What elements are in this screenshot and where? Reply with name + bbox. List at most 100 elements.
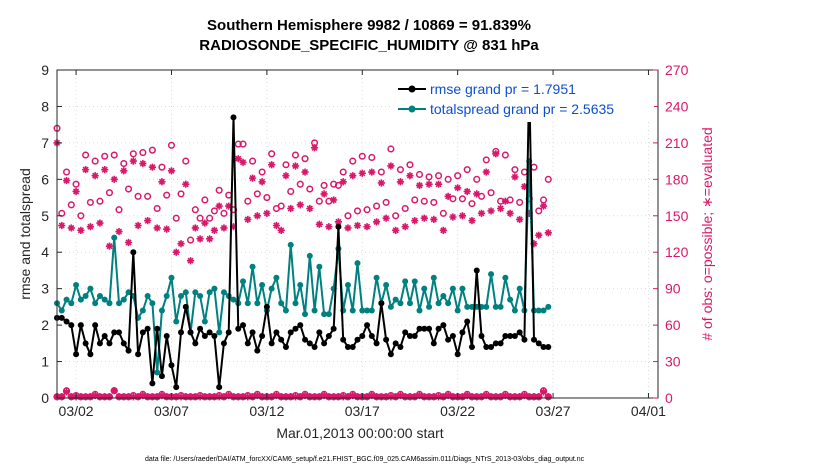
low-evaluated-count-point (144, 393, 152, 401)
evaluated-count-point (96, 219, 104, 227)
low-evaluated-count-point (368, 391, 376, 400)
evaluated-count-point (430, 215, 438, 224)
evaluated-count-point (501, 197, 509, 205)
rmse-point (96, 340, 103, 347)
rmse-point (368, 333, 375, 340)
y-tick-label: 9 (41, 62, 49, 78)
possible-count-point (105, 189, 114, 197)
rmse-point (244, 340, 251, 347)
x-tick-label: 03/12 (249, 403, 284, 419)
spread-point (206, 289, 213, 296)
spread-point (445, 300, 452, 307)
spread-point (325, 311, 332, 318)
spread-point (144, 292, 151, 299)
possible-count-point (306, 185, 314, 193)
possible-count-point (282, 161, 290, 169)
rmse-point (359, 333, 366, 340)
evaluated-count-point (525, 209, 533, 217)
low-evaluated-count-point (415, 391, 424, 400)
evaluated-count-point (315, 220, 323, 228)
rmse-point (273, 329, 280, 336)
y-tick-label: 7 (41, 135, 49, 151)
possible-count-point (458, 195, 466, 203)
low-evaluated-count-point (325, 393, 333, 401)
possible-count-point (425, 173, 433, 181)
evaluated-count-point (186, 257, 195, 265)
rmse-point (106, 340, 113, 347)
rmse-point (378, 300, 385, 307)
rmse-point (392, 340, 399, 347)
evaluated-count-point (167, 167, 176, 175)
possible-count-point (392, 212, 400, 220)
evaluated-count-point (282, 172, 290, 180)
rmse-point (340, 336, 347, 343)
rmse-point (254, 347, 261, 354)
evaluated-count-point (191, 224, 199, 232)
evaluated-count-point (153, 224, 161, 232)
rmse-point (68, 322, 75, 329)
rmse-point (354, 336, 361, 343)
possible-count-point (62, 168, 71, 176)
evaluated-count-point (387, 162, 395, 170)
possible-count-point (67, 201, 75, 209)
low-evaluated-count-point (101, 393, 109, 401)
rmse-point (263, 303, 270, 310)
rmse-point (306, 340, 313, 347)
spread-point (116, 300, 123, 307)
evaluated-count-point (215, 202, 223, 210)
low-evaluated-count-point (248, 393, 257, 401)
evaluated-count-point (182, 180, 190, 188)
possible-count-point (396, 166, 404, 174)
rmse-point (268, 340, 275, 347)
spread-point (311, 307, 318, 314)
possible-count-point (96, 197, 104, 205)
rmse-point (116, 329, 123, 336)
evaluated-count-point (144, 217, 152, 225)
evaluated-count-point (287, 204, 295, 213)
spread-point (68, 300, 75, 307)
rmse-series (54, 77, 552, 391)
low-evaluated-count-point (420, 393, 428, 401)
spread-point (402, 278, 409, 285)
evaluated-count-point (349, 172, 357, 180)
evaluated-count-point (86, 223, 94, 231)
low-evaluated-count-point (58, 393, 66, 401)
rmse-point (507, 333, 514, 340)
evaluated-count-point (210, 226, 219, 234)
low-evaluated-count-point (425, 393, 433, 401)
possible-count-point (177, 190, 185, 198)
possible-count-point (511, 166, 519, 174)
y-tick-label: 6 (41, 171, 49, 187)
evaluated-count-point (291, 162, 300, 170)
spread-point (149, 300, 156, 307)
evaluated-count-point (258, 178, 266, 186)
spread-point (273, 274, 280, 281)
evaluated-count-point (544, 229, 552, 237)
rmse-point (426, 325, 433, 332)
spread-point (459, 285, 466, 292)
low-evaluated-count-point (334, 393, 343, 401)
spread-point (77, 296, 84, 303)
low-evaluated-count-point (487, 393, 495, 401)
evaluated-count-point (62, 176, 71, 185)
possible-count-point (258, 168, 266, 176)
evaluated-count-point (196, 235, 204, 243)
evaluated-count-point (392, 226, 400, 234)
spread-point (540, 307, 547, 314)
evaluated-count-point (115, 227, 123, 236)
spread-point (373, 274, 380, 281)
evaluated-count-point (353, 221, 362, 230)
evaluated-count-point (482, 168, 490, 176)
possible-count-point (153, 204, 161, 213)
low-evaluated-count-point (282, 393, 290, 401)
low-evaluated-count-point (468, 393, 476, 401)
low-evaluated-count-point (229, 393, 238, 401)
rmse-point (130, 249, 137, 256)
evaluated-count-point (272, 221, 281, 230)
y2-tick-label: 270 (665, 62, 689, 78)
evaluated-count-point (220, 224, 228, 232)
rmse-point (111, 329, 118, 336)
spread-point (507, 296, 514, 303)
evaluated-count-point (158, 178, 166, 186)
spread-point (197, 292, 204, 299)
